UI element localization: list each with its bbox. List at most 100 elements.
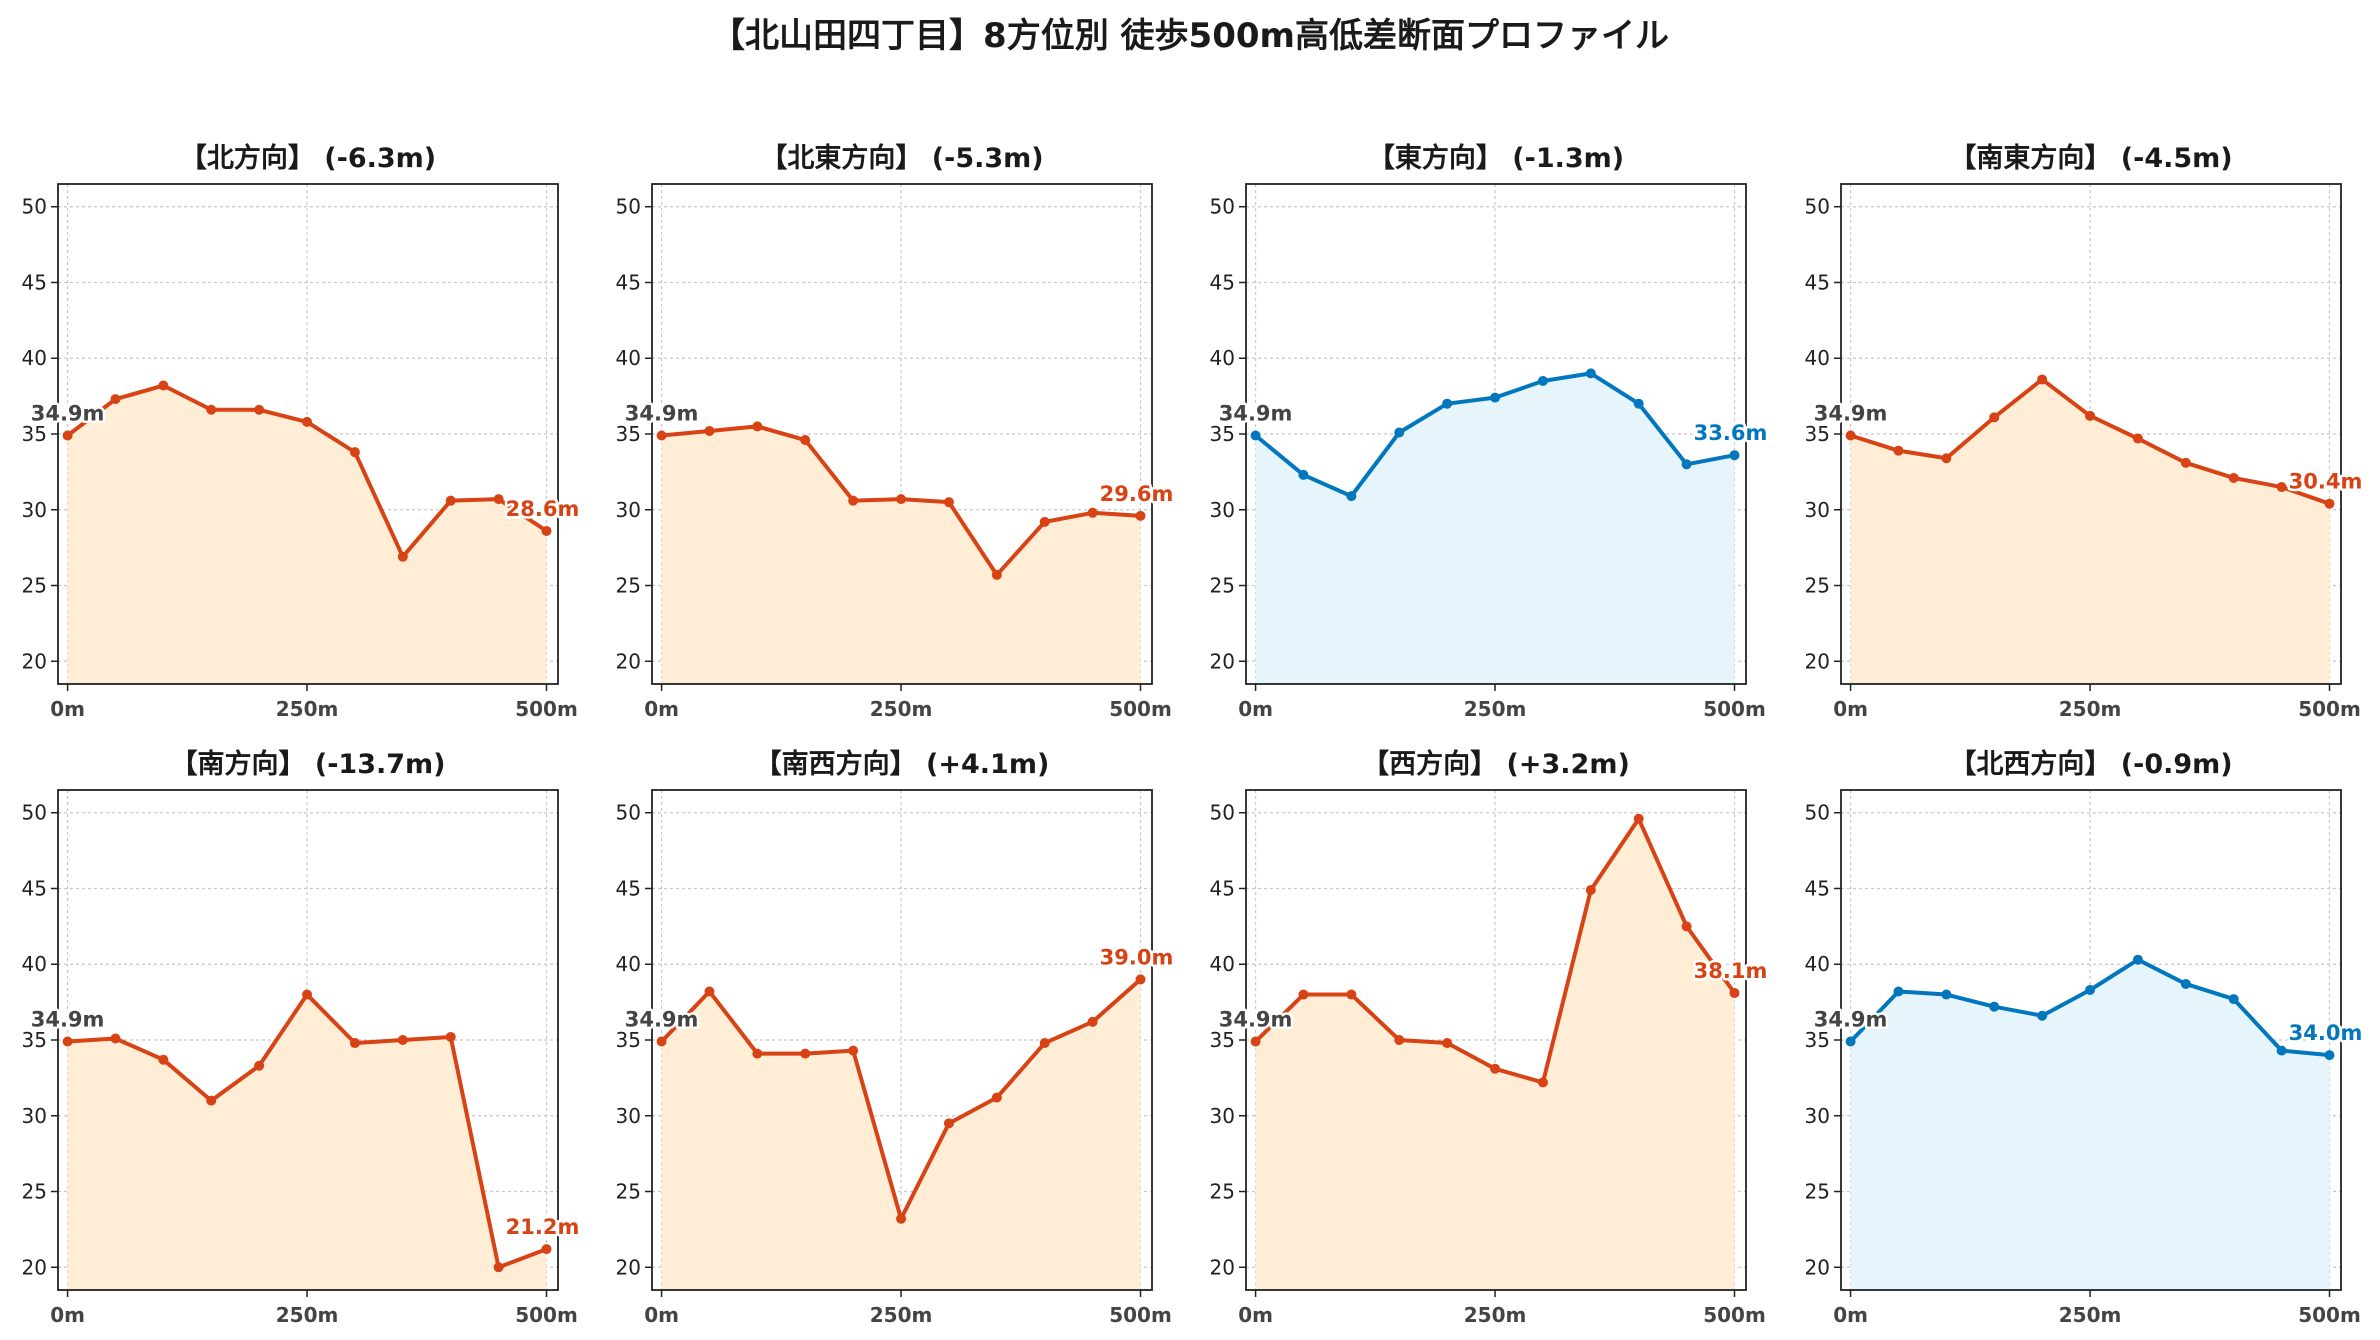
data-point	[848, 1045, 859, 1056]
data-point	[1633, 398, 1644, 409]
y-tick-label: 35	[616, 422, 641, 446]
y-tick-label: 30	[22, 498, 47, 522]
data-point	[1298, 989, 1309, 1000]
x-tick-label: 0m	[1833, 1303, 1868, 1327]
x-tick-label: 500m	[1703, 697, 1766, 721]
data-point	[752, 421, 763, 432]
data-point	[1087, 1016, 1098, 1027]
y-tick-label: 35	[1805, 1028, 1830, 1052]
data-point	[2324, 498, 2335, 509]
data-point	[206, 404, 217, 415]
data-point	[1681, 459, 1692, 470]
y-tick-label: 20	[1805, 649, 1830, 673]
y-tick-label: 50	[616, 195, 641, 219]
data-point	[1681, 921, 1692, 932]
data-point	[1585, 368, 1596, 379]
x-tick-label: 0m	[1833, 697, 1868, 721]
y-tick-label: 40	[22, 346, 47, 370]
data-point	[1989, 1001, 2000, 1012]
data-point	[493, 494, 504, 505]
area-fill	[1255, 373, 1735, 684]
data-point	[1394, 1035, 1405, 1045]
area-fill	[1850, 959, 2330, 1290]
data-point	[704, 425, 715, 436]
data-point	[1537, 1077, 1548, 1088]
data-point	[800, 1048, 811, 1059]
start-value-label: 34.9m	[625, 1008, 699, 1032]
y-tick-label: 30	[1805, 498, 1830, 522]
y-tick-label: 50	[22, 801, 47, 825]
end-value-label: 30.4m	[2289, 470, 2363, 494]
end-value-label: 29.6m	[1100, 482, 1174, 506]
y-tick-label: 45	[616, 270, 641, 294]
data-point	[2132, 433, 2143, 444]
data-point	[2132, 954, 2143, 965]
data-point	[1087, 507, 1098, 518]
y-tick-label: 45	[22, 270, 47, 294]
data-point	[991, 1092, 1002, 1103]
y-tick-label: 50	[1805, 801, 1830, 825]
data-point	[302, 989, 313, 1000]
data-point	[1845, 1036, 1856, 1047]
end-value-label: 33.6m	[1694, 421, 1768, 445]
x-tick-label: 500m	[1109, 697, 1172, 721]
x-tick-label: 0m	[50, 697, 85, 721]
y-tick-label: 35	[1805, 422, 1830, 446]
y-tick-label: 40	[616, 952, 641, 976]
data-point	[2276, 1045, 2287, 1056]
end-value-label: 38.1m	[1694, 959, 1768, 983]
y-tick-label: 35	[22, 422, 47, 446]
x-tick-label: 0m	[1238, 1303, 1273, 1327]
y-tick-label: 40	[616, 346, 641, 370]
y-tick-label: 20	[22, 649, 47, 673]
area-fill	[67, 385, 547, 684]
start-value-label: 34.9m	[31, 1008, 105, 1032]
y-tick-label: 25	[1210, 574, 1235, 598]
end-value-label: 34.0m	[2289, 1021, 2363, 1045]
data-point	[2228, 472, 2239, 483]
x-tick-label: 0m	[644, 697, 679, 721]
x-tick-label: 0m	[644, 1303, 679, 1327]
data-point	[1039, 516, 1050, 527]
x-tick-label: 250m	[1464, 697, 1527, 721]
end-value-label: 21.2m	[506, 1215, 580, 1239]
y-tick-label: 20	[22, 1255, 47, 1279]
data-point	[2037, 1010, 2048, 1021]
data-point	[656, 430, 667, 441]
data-point	[445, 495, 456, 506]
y-tick-label: 45	[1210, 270, 1235, 294]
y-tick-label: 40	[1210, 346, 1235, 370]
y-tick-label: 50	[22, 195, 47, 219]
panel-title: 【北東方向】 (-5.3m)	[760, 142, 1043, 174]
y-tick-label: 40	[22, 952, 47, 976]
data-point	[1941, 453, 1952, 464]
y-tick-label: 40	[1805, 952, 1830, 976]
x-tick-label: 500m	[1109, 1303, 1172, 1327]
data-point	[1039, 1038, 1050, 1049]
x-tick-label: 500m	[515, 697, 578, 721]
data-point	[110, 394, 121, 405]
start-value-label: 34.9m	[31, 402, 105, 426]
data-point	[1845, 430, 1856, 441]
y-tick-label: 25	[1210, 1180, 1235, 1204]
data-point	[2324, 1050, 2335, 1061]
y-tick-label: 40	[1210, 952, 1235, 976]
area-fill	[67, 994, 547, 1290]
x-tick-label: 250m	[870, 1303, 933, 1327]
data-point	[1537, 375, 1548, 386]
x-tick-label: 250m	[870, 697, 933, 721]
y-tick-label: 20	[1210, 1255, 1235, 1279]
y-tick-label: 30	[616, 498, 641, 522]
data-point	[302, 416, 313, 427]
end-value-label: 39.0m	[1100, 945, 1174, 969]
data-point	[1893, 986, 1904, 997]
panel-title: 【南東方向】 (-4.5m)	[1949, 142, 2232, 174]
panel-title: 【南西方向】 (+4.1m)	[755, 748, 1050, 780]
y-tick-label: 50	[1210, 801, 1235, 825]
y-tick-label: 35	[616, 1028, 641, 1052]
x-tick-label: 250m	[1464, 1303, 1527, 1327]
